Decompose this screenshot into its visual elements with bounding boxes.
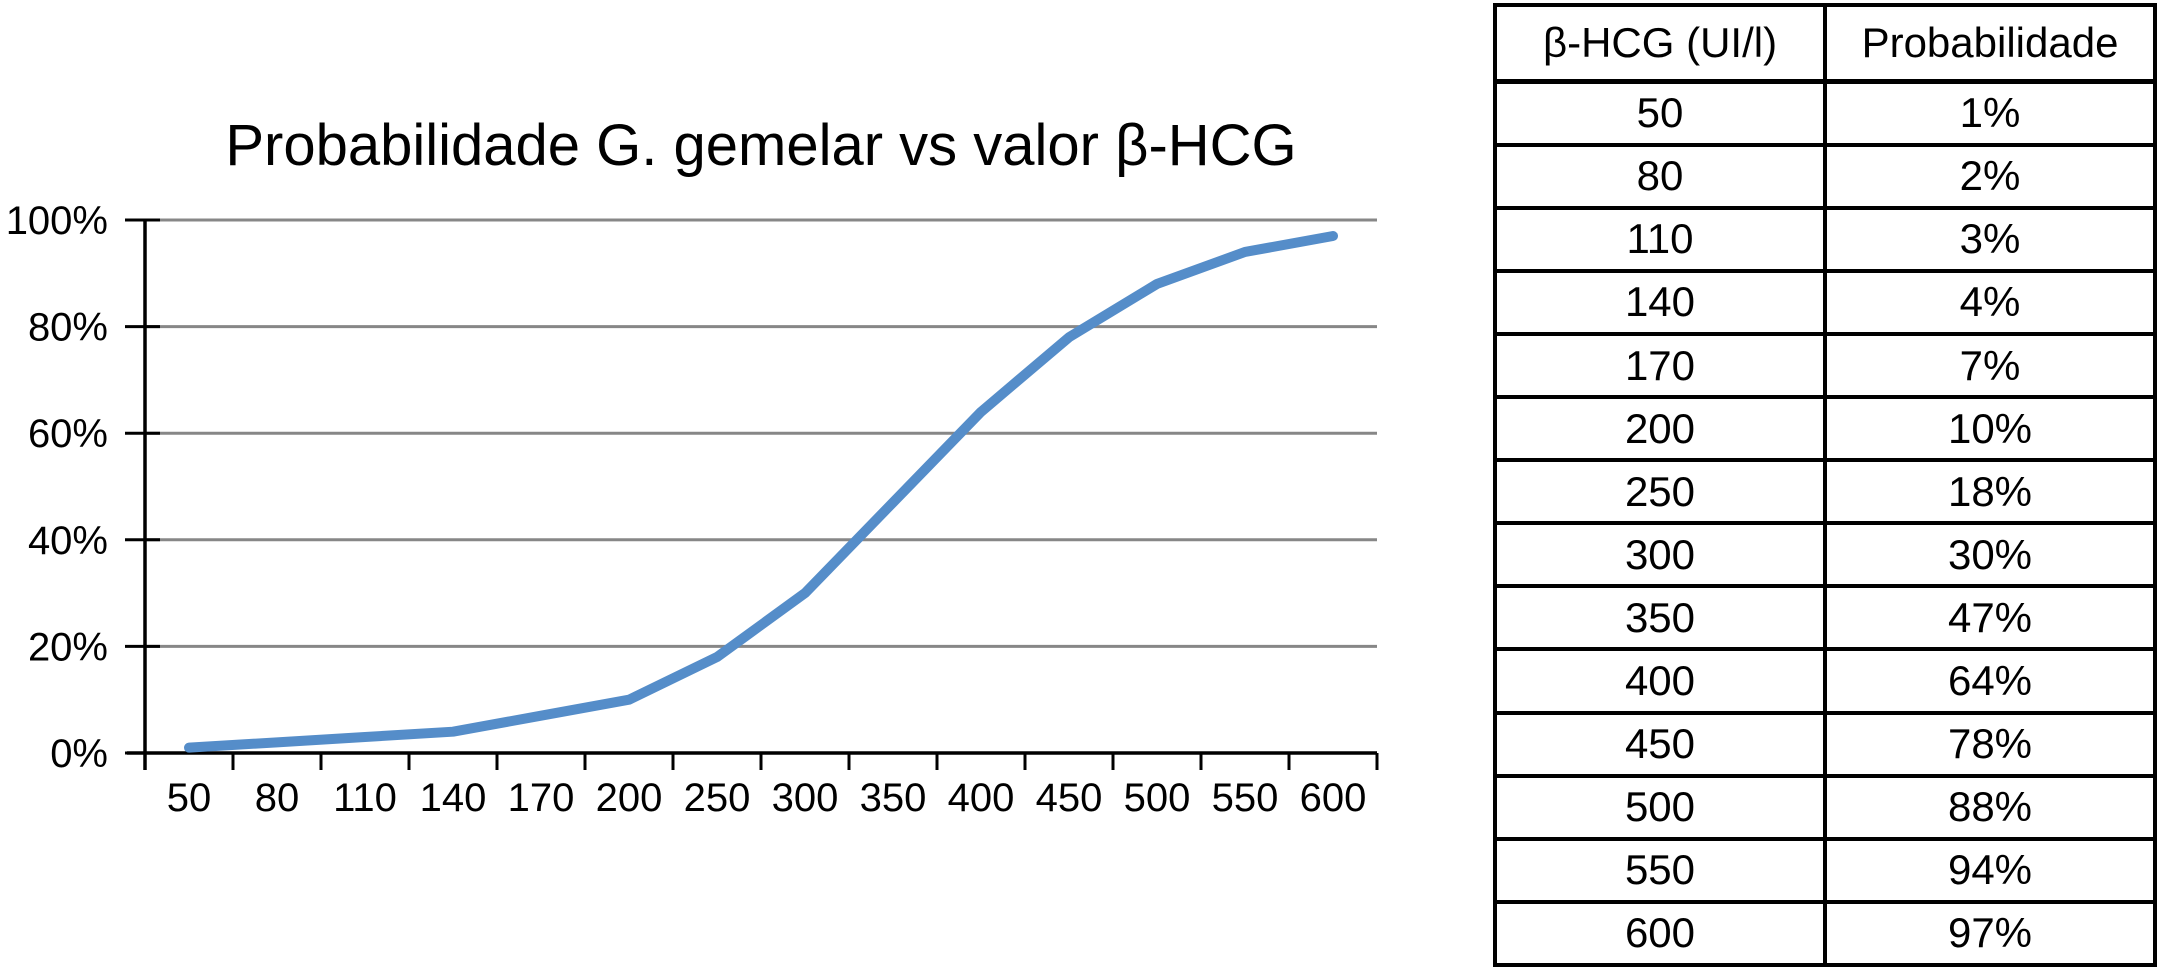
y-axis-label: 60% [28, 412, 108, 456]
probability-value-cell: 88% [1823, 773, 2157, 841]
table-row: 500 88% [1493, 773, 2157, 841]
column-header-bhcg: β-HCG (UI/l) [1493, 3, 1827, 84]
probability-value-cell: 78% [1823, 710, 2157, 778]
table-row: 80 2% [1493, 142, 2157, 210]
table-row: 250 18% [1493, 458, 2157, 526]
probability-value-cell: 30% [1823, 521, 2157, 589]
probability-value-cell: 18% [1823, 458, 2157, 526]
hcg-probability-table-container: β-HCG (UI/l) Probabilidade 50 1% 80 2% 110 3%… [1493, 3, 2157, 968]
x-axis-label: 450 [1036, 776, 1103, 820]
probability-value-cell: 10% [1823, 395, 2157, 463]
hcg-value-cell: 400 [1493, 647, 1827, 715]
table-row: 110 3% [1493, 205, 2157, 273]
line-chart: 0% 20% 40% 60% 80% 100% 50 80 110 140 170 200 250 300… [6, 199, 1379, 820]
x-axis-label: 50 [167, 776, 212, 820]
table-row: 170 7% [1493, 331, 2157, 400]
hcg-value-cell: 550 [1493, 836, 1827, 904]
hcg-value-cell: 170 [1493, 331, 1827, 400]
probability-series-line [184, 230, 1338, 753]
x-axis-label: 140 [420, 776, 487, 820]
table-row: 300 30% [1493, 521, 2157, 589]
x-axis-label: 300 [772, 776, 839, 820]
probability-value-cell: 47% [1823, 584, 2157, 652]
probability-value-cell: 1% [1823, 79, 2157, 147]
hcg-value-cell: 50 [1493, 79, 1827, 147]
table-row: 550 94% [1493, 836, 2157, 904]
x-axis-label: 110 [333, 776, 397, 820]
y-axis-label: 20% [28, 625, 108, 669]
table-row: 200 10% [1493, 395, 2157, 463]
hcg-probability-table: β-HCG (UI/l) Probabilidade 50 1% 80 2% 110 3%… [1493, 3, 2157, 968]
hcg-value-cell: 500 [1493, 773, 1827, 841]
table-row: 600 97% [1493, 899, 2157, 968]
y-axis-label: 40% [28, 519, 108, 563]
table-row: 140 4% [1493, 268, 2157, 336]
table-row: 450 78% [1493, 710, 2157, 778]
x-axis-label: 350 [860, 776, 927, 820]
probability-value-cell: 2% [1823, 142, 2157, 210]
probability-value-cell: 97% [1823, 899, 2157, 968]
y-axis-label: 80% [28, 306, 108, 350]
column-header-probability: Probabilidade [1823, 3, 2157, 84]
chart-title: Probabilidade G. gemelar vs valor β-HCG [225, 113, 1297, 178]
x-axis-label: 600 [1300, 776, 1367, 820]
hcg-value-cell: 140 [1493, 268, 1827, 336]
x-axis-label: 80 [255, 776, 300, 820]
hcg-value-cell: 350 [1493, 584, 1827, 652]
probability-value-cell: 7% [1823, 331, 2157, 400]
hcg-value-cell: 250 [1493, 458, 1827, 526]
x-axis-label: 400 [948, 776, 1015, 820]
table-body: 50 1% 80 2% 110 3% 140 4% 170 7% 200 10% 250 18% 300 30… [1493, 79, 2157, 968]
x-axis-label: 250 [684, 776, 751, 820]
hcg-value-cell: 110 [1493, 205, 1827, 273]
x-axis-label: 200 [596, 776, 663, 820]
x-axis-label: 550 [1212, 776, 1279, 820]
table-row: 50 1% [1493, 79, 2157, 147]
y-axis-label: 100% [6, 199, 108, 243]
probability-value-cell: 64% [1823, 647, 2157, 715]
hcg-value-cell: 300 [1493, 521, 1827, 589]
table-row: 350 47% [1493, 584, 2157, 652]
x-axis-label: 500 [1124, 776, 1191, 820]
probability-value-cell: 3% [1823, 205, 2157, 273]
table-header-row: β-HCG (UI/l) Probabilidade [1493, 3, 2157, 84]
hcg-value-cell: 200 [1493, 395, 1827, 463]
probability-value-cell: 94% [1823, 836, 2157, 904]
table-row: 400 64% [1493, 647, 2157, 715]
x-axis-label: 170 [508, 776, 575, 820]
probability-value-cell: 4% [1823, 268, 2157, 336]
table-header: β-HCG (UI/l) Probabilidade [1493, 3, 2157, 84]
hcg-value-cell: 80 [1493, 142, 1827, 210]
hcg-value-cell: 450 [1493, 710, 1827, 778]
hcg-value-cell: 600 [1493, 899, 1827, 968]
y-axis-label: 0% [50, 732, 108, 776]
